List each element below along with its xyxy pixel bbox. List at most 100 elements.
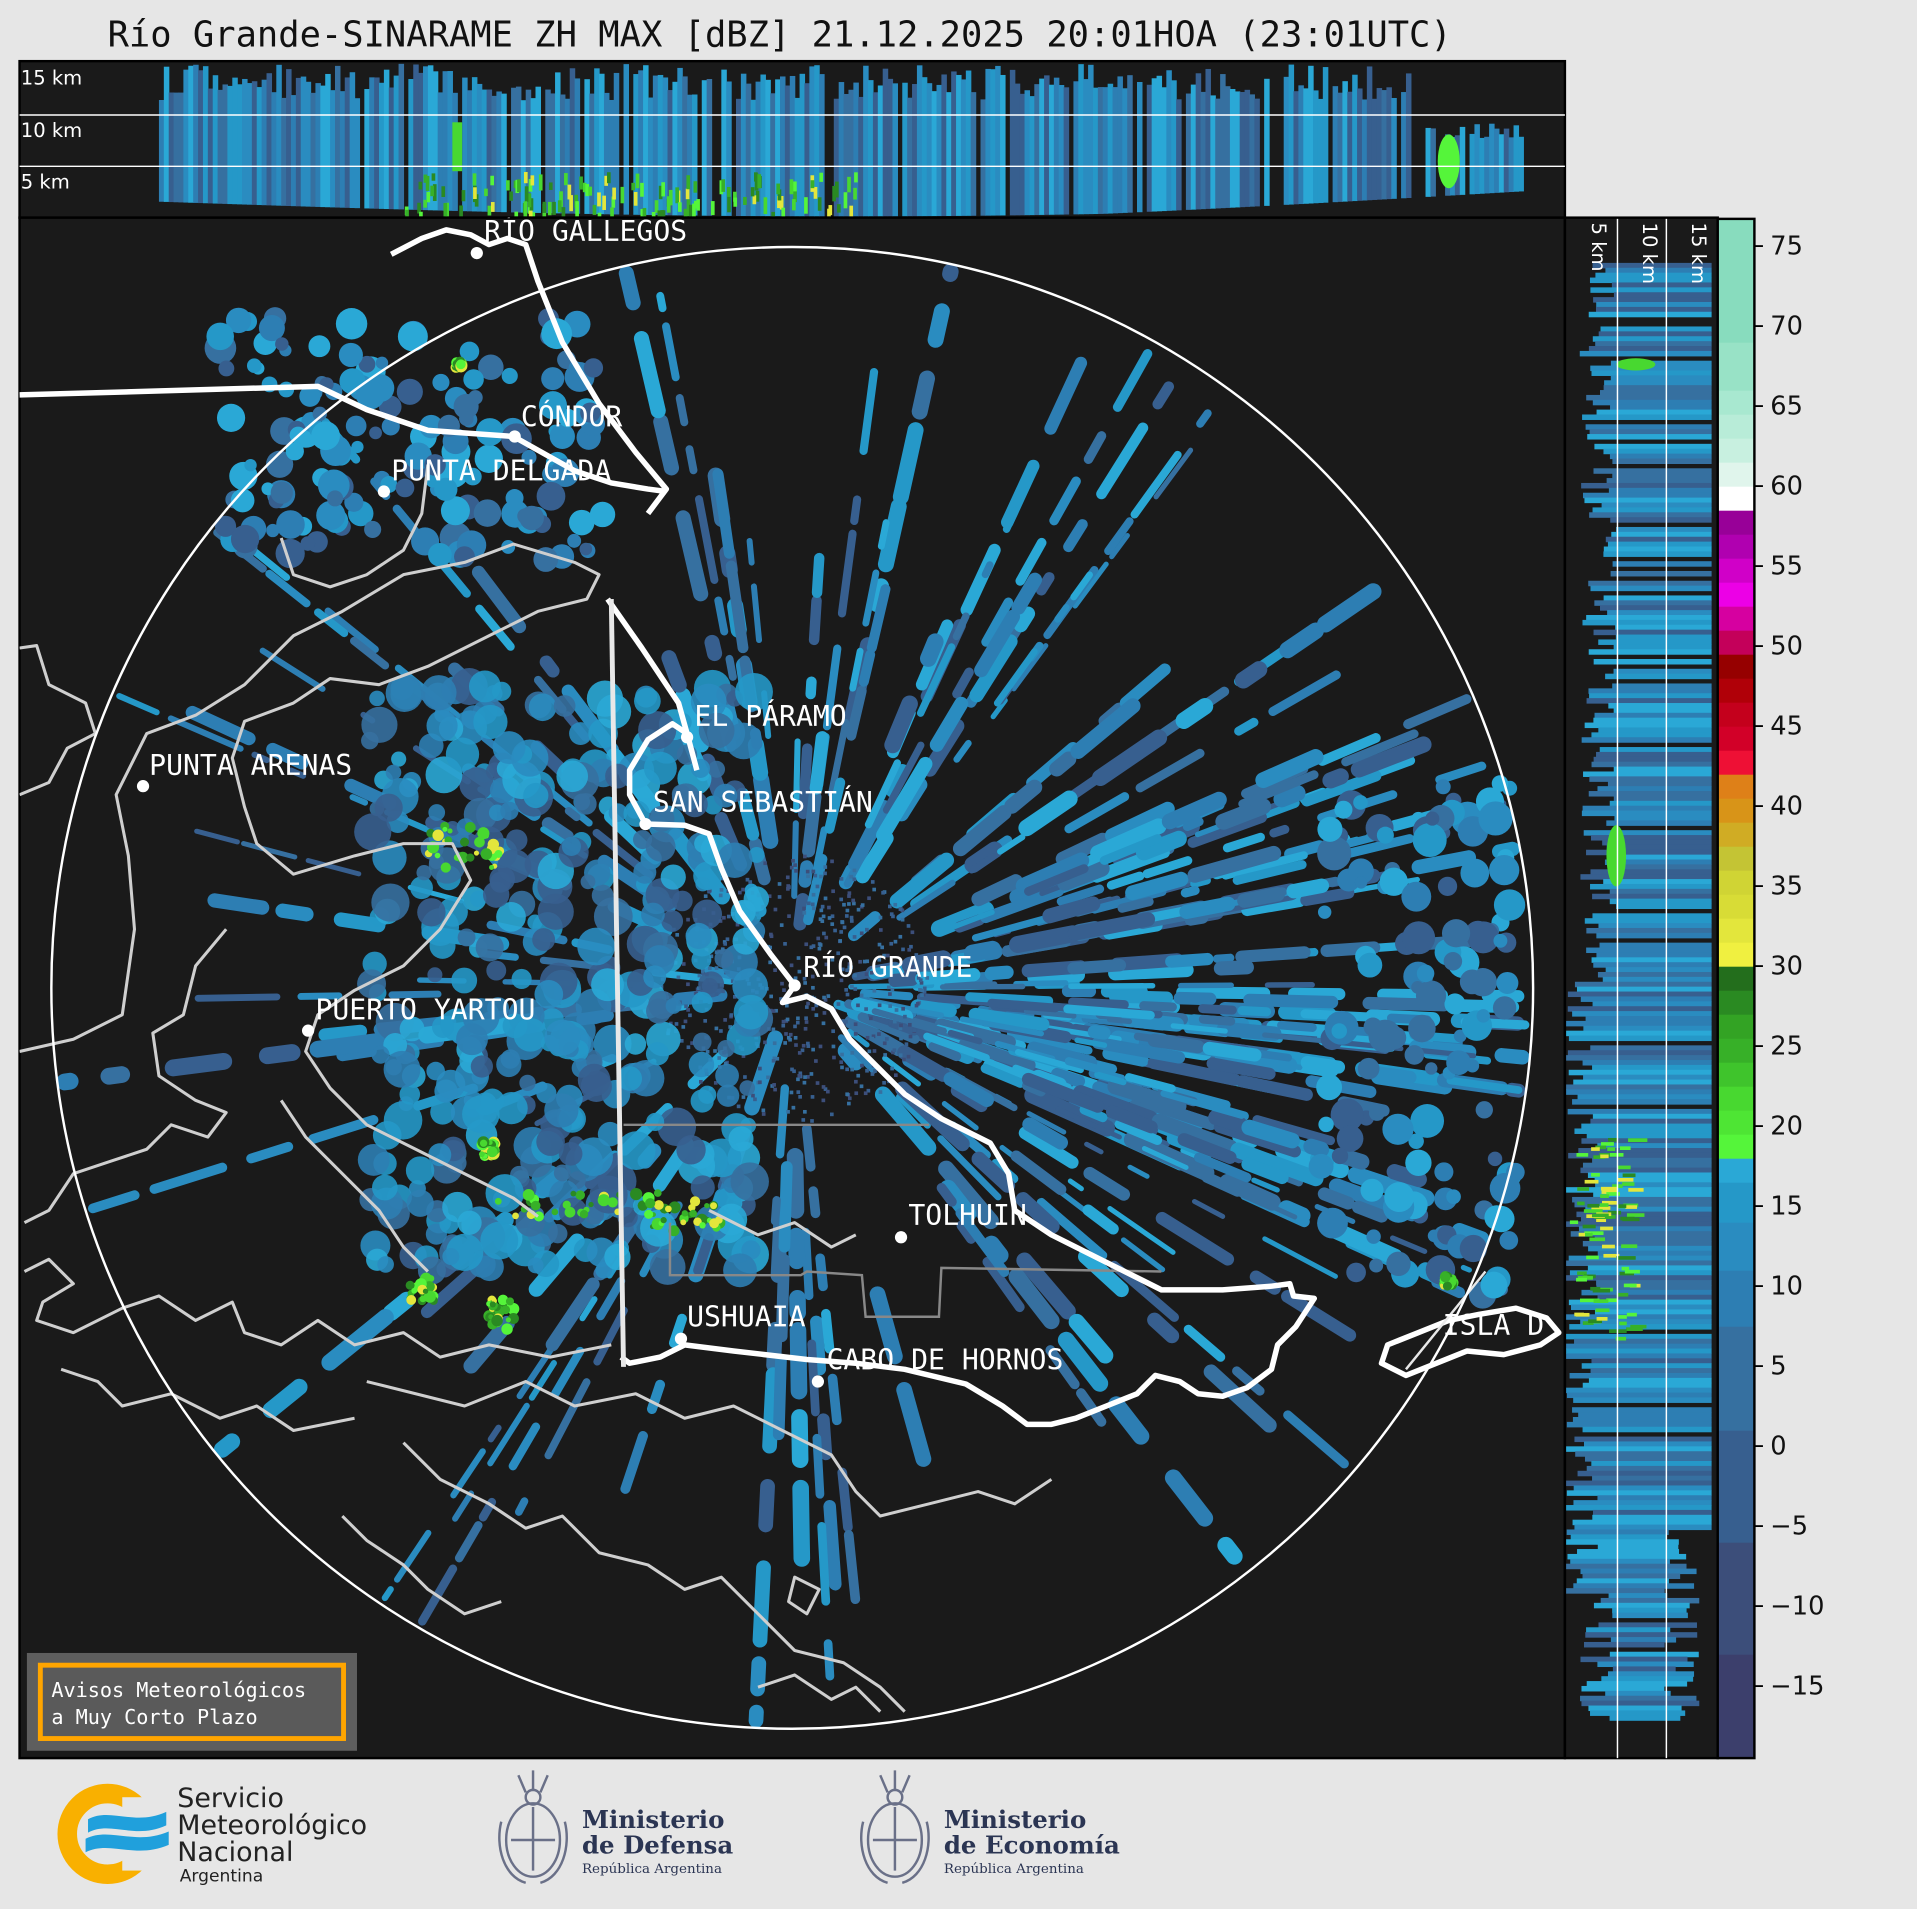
radar-echo <box>1408 1014 1436 1043</box>
radar-echo <box>237 84 243 205</box>
radar-echo <box>1626 1327 1643 1331</box>
radar-echo <box>428 1143 452 1167</box>
radar-echo <box>927 303 950 348</box>
city-marker[interactable]: CABO DE HORNOS <box>811 1343 1064 1388</box>
city-marker[interactable]: EL PÁRAMO <box>680 699 847 744</box>
radar-echo <box>1574 1201 1712 1208</box>
radar-echo <box>618 265 641 311</box>
city-marker[interactable]: RÍO GALLEGOS <box>470 214 688 260</box>
colorbar-tick-label: 75 <box>1770 232 1803 262</box>
radar-echo <box>1083 431 1107 464</box>
radar-echo <box>1330 1098 1364 1132</box>
radar-echo <box>579 176 583 190</box>
radar-echo <box>717 1039 735 1058</box>
radar-echo <box>823 998 828 1002</box>
radar-echo <box>1609 888 1712 895</box>
city-label: USHUAIA <box>687 1301 806 1334</box>
radar-echo <box>1332 86 1339 203</box>
radar-echo <box>987 998 1060 1013</box>
city-marker[interactable]: PUNTA DELGADA <box>377 455 612 498</box>
radar-echo <box>1008 1268 1060 1330</box>
notice-box[interactable]: Avisos Meteorológicos a Muy Corto Plazo <box>26 1652 357 1751</box>
radar-echo <box>425 175 430 191</box>
radar-echo <box>956 74 962 216</box>
radar-echo <box>733 197 738 207</box>
radar-echo <box>520 100 527 213</box>
radar-echo <box>709 1218 720 1229</box>
radar-echo <box>406 1295 417 1305</box>
radar-echo <box>842 1021 847 1026</box>
city-marker[interactable]: PUNTA ARENAS <box>136 749 352 793</box>
radar-echo <box>1459 126 1466 195</box>
radar-echo <box>88 1190 140 1214</box>
radar-echo <box>814 65 820 217</box>
radar-echo <box>1566 1387 1712 1394</box>
radar-echo <box>692 899 723 930</box>
radar-echo <box>1588 346 1712 352</box>
radar-echo <box>1586 849 1712 856</box>
radar-echo <box>930 901 995 937</box>
city-marker[interactable]: ISLA D <box>1443 1309 1545 1342</box>
radar-echo <box>1605 1690 1671 1697</box>
radar-echo <box>1615 634 1712 641</box>
radar-echo <box>1586 927 1712 934</box>
radar-echo <box>1598 639 1712 645</box>
city-marker[interactable]: USHUAIA <box>674 1301 806 1345</box>
radar-echo <box>1054 603 1070 623</box>
radar-echo <box>490 175 495 186</box>
city-marker[interactable]: PUERTO YARTOU <box>301 994 535 1037</box>
radar-echo <box>820 919 825 923</box>
radar-echo <box>752 1560 771 1648</box>
radar-echo <box>344 492 364 512</box>
radar-echo <box>1606 825 1627 887</box>
radar-echo <box>883 1053 887 1057</box>
radar-echo <box>1251 1177 1280 1193</box>
radar-echo <box>1569 1270 1712 1276</box>
radar-echo <box>1156 75 1163 212</box>
radar-echo <box>1492 996 1517 1020</box>
national-coat-of-arms-icon <box>498 1770 568 1884</box>
radar-echo <box>1254 98 1260 207</box>
radar-echo <box>1567 991 1712 998</box>
radar-echo <box>1585 1015 1712 1022</box>
city-marker[interactable]: CÓNDOR <box>508 400 623 443</box>
radar-map[interactable]: RÍO GALLEGOS CÓNDOR PUNTA DELGADA EL PÁRAMO… <box>18 214 1567 1760</box>
radar-echo <box>907 966 912 971</box>
radar-echo <box>721 69 727 216</box>
radar-echo <box>315 83 321 207</box>
radar-echo <box>762 1367 781 1454</box>
radar-echo <box>820 904 825 909</box>
radar-echo <box>1022 1117 1069 1150</box>
city-marker[interactable]: TOLHUIN <box>894 1199 1027 1244</box>
radar-echo <box>784 1032 788 1036</box>
radar-echo <box>457 928 476 947</box>
radar-echo <box>1351 1200 1389 1223</box>
radar-echo <box>726 81 732 216</box>
radar-echo <box>779 195 784 210</box>
radar-echo <box>1127 1164 1150 1179</box>
radar-echo <box>553 695 576 717</box>
radar-echo <box>696 199 700 211</box>
radar-echo <box>1596 751 1712 758</box>
radar-echo <box>893 962 898 967</box>
radar-echo <box>1334 800 1353 819</box>
radar-echo <box>1191 1198 1226 1219</box>
radar-echo <box>857 1012 920 1044</box>
radar-echo <box>904 969 908 974</box>
city-dot <box>508 430 521 443</box>
city-marker[interactable]: SAN SEBASTIÁN <box>639 785 873 831</box>
radar-echo <box>548 182 553 190</box>
radar-echo <box>844 1019 848 1024</box>
city-marker[interactable]: RÍO GRANDE <box>788 950 973 992</box>
radar-echo <box>1590 287 1712 293</box>
radar-echo <box>1004 779 1043 814</box>
radar-echo <box>1589 512 1712 518</box>
radar-echo <box>1615 624 1712 631</box>
height-label-5km: 5 km <box>21 170 70 193</box>
radar-echo <box>657 74 664 216</box>
radar-echo <box>847 911 881 942</box>
radar-echo <box>740 73 747 217</box>
radar-echo <box>405 1156 435 1185</box>
radar-echo <box>286 69 292 206</box>
colorbar-segment <box>1717 1110 1755 1135</box>
